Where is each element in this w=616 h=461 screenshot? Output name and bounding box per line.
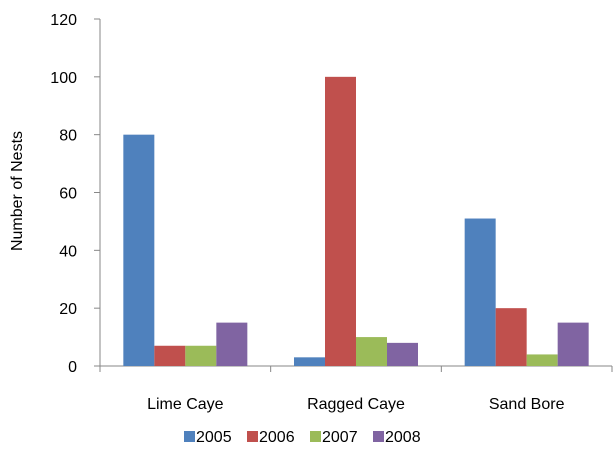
bar-2007-ragged-caye: [356, 337, 387, 366]
y-axis-title: Number of Nests: [9, 131, 26, 251]
legend-label-2005: 2005: [196, 429, 232, 446]
y-tick-label: 120: [50, 12, 77, 29]
bar-2006-sand-bore: [495, 308, 527, 366]
legend-label-2007: 2007: [322, 429, 358, 446]
bar-2007-sand-bore: [526, 354, 558, 366]
bar-2006-ragged-caye: [325, 76, 356, 366]
bar-2005-lime-caye: [123, 134, 155, 366]
y-tick-label: 20: [59, 301, 77, 318]
y-axis-ticks: 0 20 40 60 80 100 120: [50, 12, 100, 376]
chart-bars: [123, 76, 589, 366]
y-tick-label: 80: [59, 128, 77, 145]
legend-swatch-2006: [247, 431, 258, 442]
legend-label-2006: 2006: [259, 429, 295, 446]
legend-label-2008: 2008: [385, 429, 421, 446]
x-tick-label: Ragged Caye: [307, 396, 405, 413]
legend-swatch-2008: [373, 431, 384, 442]
chart-legend: 2005 2006 2007 2008: [184, 429, 421, 446]
bar-2007-lime-caye: [185, 345, 217, 366]
bar-2008-sand-bore: [557, 322, 589, 366]
y-tick-label: 60: [59, 186, 77, 203]
bar-2005-ragged-caye: [294, 357, 325, 366]
x-tick-label: Lime Caye: [147, 396, 224, 413]
x-tick-label: Sand Bore: [489, 396, 565, 413]
x-axis-ticks: Lime Caye Ragged Caye Sand Bore: [99, 366, 613, 413]
y-tick-label: 0: [68, 359, 77, 376]
bar-2005-sand-bore: [464, 218, 496, 366]
y-tick-label: 40: [59, 243, 77, 260]
y-tick-label: 100: [50, 70, 77, 87]
legend-swatch-2005: [184, 431, 195, 442]
legend-swatch-2007: [310, 431, 321, 442]
bar-2008-lime-caye: [216, 322, 248, 366]
bar-2008-ragged-caye: [387, 342, 418, 366]
bar-2006-lime-caye: [154, 345, 186, 366]
